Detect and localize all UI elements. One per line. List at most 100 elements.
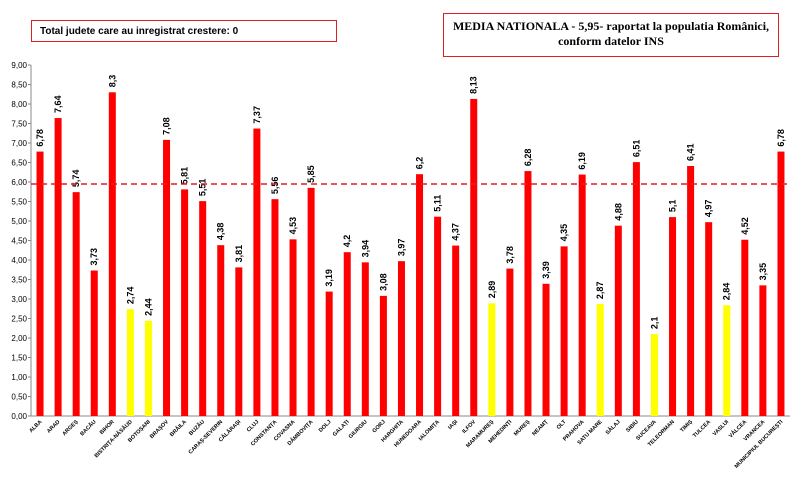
data-label: 5,1 — [668, 200, 678, 213]
data-label: 6,51 — [631, 140, 641, 158]
x-tick-label: TULCEA — [692, 419, 712, 439]
bar — [416, 174, 424, 416]
x-tick-label: IAȘI — [447, 419, 459, 431]
data-label: 6,19 — [577, 152, 587, 170]
x-tick-label: SIBIU — [625, 419, 640, 434]
y-tick-label: 1,50 — [11, 354, 27, 363]
bar — [289, 239, 297, 416]
data-label: 3,19 — [324, 269, 334, 287]
data-label: 3,94 — [360, 240, 370, 258]
bar — [343, 252, 351, 416]
bar — [379, 295, 387, 416]
chart-title: MEDIA NATIONALA - 5,95- raportat la popu… — [443, 13, 779, 57]
x-tick-label: BACĂU — [79, 418, 98, 437]
bar — [488, 303, 496, 416]
x-tick-label: ILFOV — [461, 419, 477, 435]
y-tick-label: 0,00 — [11, 412, 27, 421]
x-tick-label: BUZĂU — [188, 418, 207, 437]
bar — [723, 305, 731, 416]
data-label: 4,35 — [559, 224, 569, 242]
y-tick-label: 4,50 — [11, 237, 27, 246]
x-tick-label: OLT — [556, 419, 568, 431]
bar — [54, 118, 62, 416]
bar — [36, 151, 44, 416]
bar — [650, 334, 658, 416]
data-label: 4,53 — [288, 217, 298, 235]
x-tick-label: ALBA — [28, 419, 43, 434]
bar — [271, 199, 279, 416]
bar — [705, 222, 713, 416]
data-label: 2,89 — [487, 281, 497, 299]
bar — [126, 309, 134, 416]
bar — [506, 268, 514, 416]
bar — [434, 216, 442, 416]
y-tick-label: 0,50 — [11, 393, 27, 402]
y-tick-label: 7,00 — [11, 139, 27, 148]
data-label: 7,37 — [252, 106, 262, 124]
bar — [741, 239, 749, 416]
data-label: 3,97 — [396, 239, 406, 257]
bar — [217, 245, 225, 416]
bar — [777, 151, 785, 416]
data-label: 2,87 — [595, 282, 605, 300]
y-tick-label: 2,50 — [11, 315, 27, 324]
data-label: 5,56 — [270, 177, 280, 195]
x-tick-label: BIHOR — [99, 419, 116, 436]
x-tick-label: MUREȘ — [513, 419, 532, 438]
bar — [560, 246, 568, 416]
x-tick-label: CLUJ — [246, 419, 260, 433]
data-label: 5,74 — [71, 170, 81, 188]
y-tick-label: 2,00 — [11, 334, 27, 343]
bar — [397, 261, 405, 416]
y-tick-label: 4,00 — [11, 256, 27, 265]
data-label: 3,78 — [505, 246, 515, 264]
data-label: 2,1 — [649, 317, 659, 330]
bar — [669, 217, 677, 416]
data-label: 7,64 — [53, 96, 63, 114]
bar — [144, 320, 152, 416]
info-box: Total judete care au inregistrat crester… — [31, 20, 337, 42]
bar — [199, 201, 207, 416]
bar — [759, 285, 767, 416]
bar — [307, 187, 315, 416]
data-label: 3,73 — [89, 248, 99, 266]
y-tick-label: 7,50 — [11, 120, 27, 129]
data-label: 3,81 — [234, 245, 244, 263]
y-tick-label: 9,00 — [11, 61, 27, 70]
bar — [596, 304, 604, 416]
data-label: 4,97 — [704, 200, 714, 218]
data-label: 2,74 — [125, 287, 135, 305]
data-label: 5,51 — [198, 179, 208, 197]
bar — [470, 98, 478, 417]
bar — [361, 262, 369, 416]
bar — [578, 174, 586, 416]
bar — [524, 171, 532, 416]
data-label: 8,13 — [469, 76, 479, 94]
data-label: 2,44 — [143, 298, 153, 316]
data-label: 3,08 — [378, 273, 388, 291]
y-tick-label: 5,50 — [11, 198, 27, 207]
y-tick-label: 3,00 — [11, 295, 27, 304]
bar — [90, 270, 98, 416]
x-tick-label: ARGEȘ — [62, 419, 80, 437]
data-label: 4,38 — [216, 223, 226, 241]
data-label: 5,85 — [306, 165, 316, 183]
data-label: 5,81 — [180, 167, 190, 185]
data-label: 3,39 — [541, 261, 551, 279]
y-tick-label: 8,50 — [11, 81, 27, 90]
bar — [632, 162, 640, 416]
data-label: 2,84 — [722, 283, 732, 301]
bar — [108, 92, 116, 417]
x-tick-label: GORJ — [372, 419, 387, 434]
y-tick-label: 1,00 — [11, 373, 27, 382]
x-tick-label: ARAD — [46, 419, 61, 434]
y-tick-label: 6,50 — [11, 159, 27, 168]
x-tick-label: SĂLAJ — [604, 418, 622, 436]
bar — [181, 189, 189, 416]
x-tick-label: TIMIȘ — [679, 419, 694, 434]
data-label: 4,37 — [451, 223, 461, 241]
bar — [687, 166, 695, 416]
x-tick-label: GIURGIU — [348, 419, 369, 440]
data-label: 7,08 — [162, 117, 172, 135]
